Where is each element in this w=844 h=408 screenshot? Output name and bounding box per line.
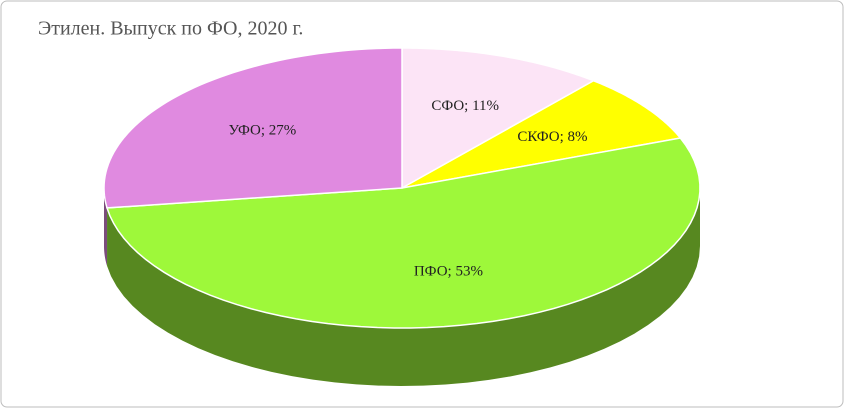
slice	[401, 47, 596, 190]
data-label: УФО; 27%	[228, 123, 296, 139]
chart-title: Этилен. Выпуск по ФО, 2020 г.	[38, 18, 303, 40]
slice	[103, 47, 403, 209]
slice-side	[107, 188, 701, 386]
slice	[105, 137, 701, 329]
data-label: ПФО; 53%	[414, 263, 483, 279]
slice	[401, 79, 682, 189]
data-label: СКФО; 8%	[517, 129, 587, 145]
data-label: СФО; 11%	[431, 98, 499, 114]
